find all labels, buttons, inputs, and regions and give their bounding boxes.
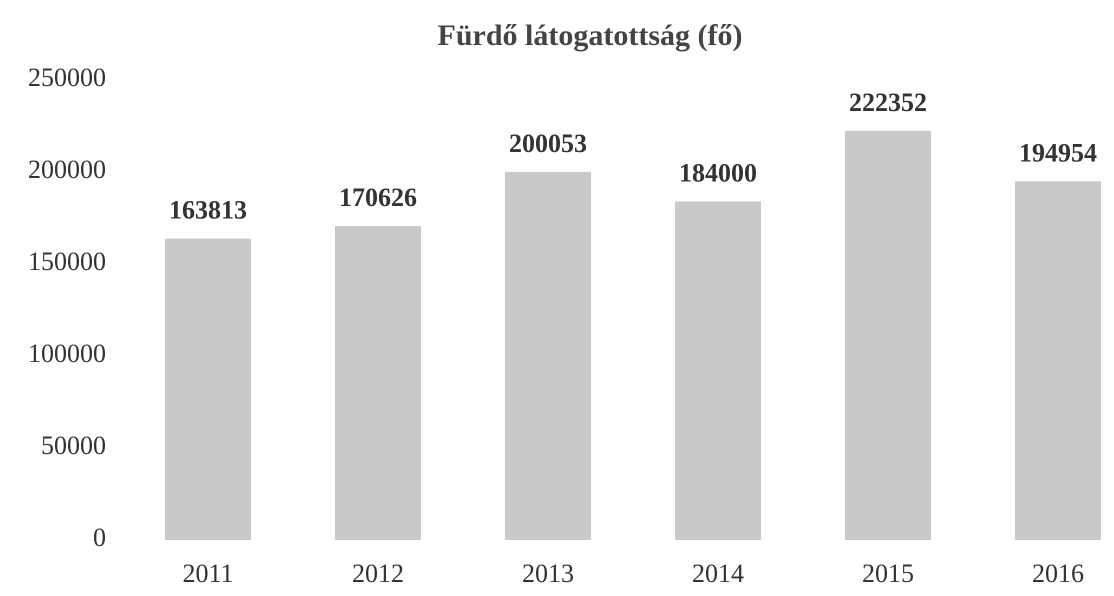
- bar: [165, 238, 251, 540]
- value-label: 200053: [509, 129, 587, 158]
- x-tick-label: 2013: [522, 559, 574, 588]
- y-tick-label: 50000: [41, 431, 106, 460]
- value-label: 184000: [679, 158, 757, 187]
- bar: [845, 130, 931, 540]
- y-tick-label: 0: [93, 523, 106, 552]
- y-tick-label: 100000: [28, 339, 106, 368]
- value-label: 222352: [849, 88, 927, 117]
- x-tick-label: 2011: [182, 559, 233, 588]
- value-label: 194954: [1019, 138, 1097, 167]
- bar: [675, 201, 761, 540]
- y-tick-label: 150000: [28, 247, 106, 276]
- x-tick-label: 2012: [352, 559, 404, 588]
- bar: [335, 226, 421, 540]
- y-tick-label: 200000: [28, 155, 106, 184]
- bar: [1015, 181, 1101, 540]
- x-tick-label: 2016: [1032, 559, 1084, 588]
- y-tick-label: 250000: [28, 63, 106, 92]
- x-tick-label: 2015: [862, 559, 914, 588]
- chart-title: Fürdő látogatottság (fő): [438, 19, 743, 52]
- x-tick-label: 2014: [692, 559, 744, 588]
- value-label: 170626: [339, 183, 417, 212]
- value-label: 163813: [169, 196, 247, 225]
- bar: [505, 171, 591, 541]
